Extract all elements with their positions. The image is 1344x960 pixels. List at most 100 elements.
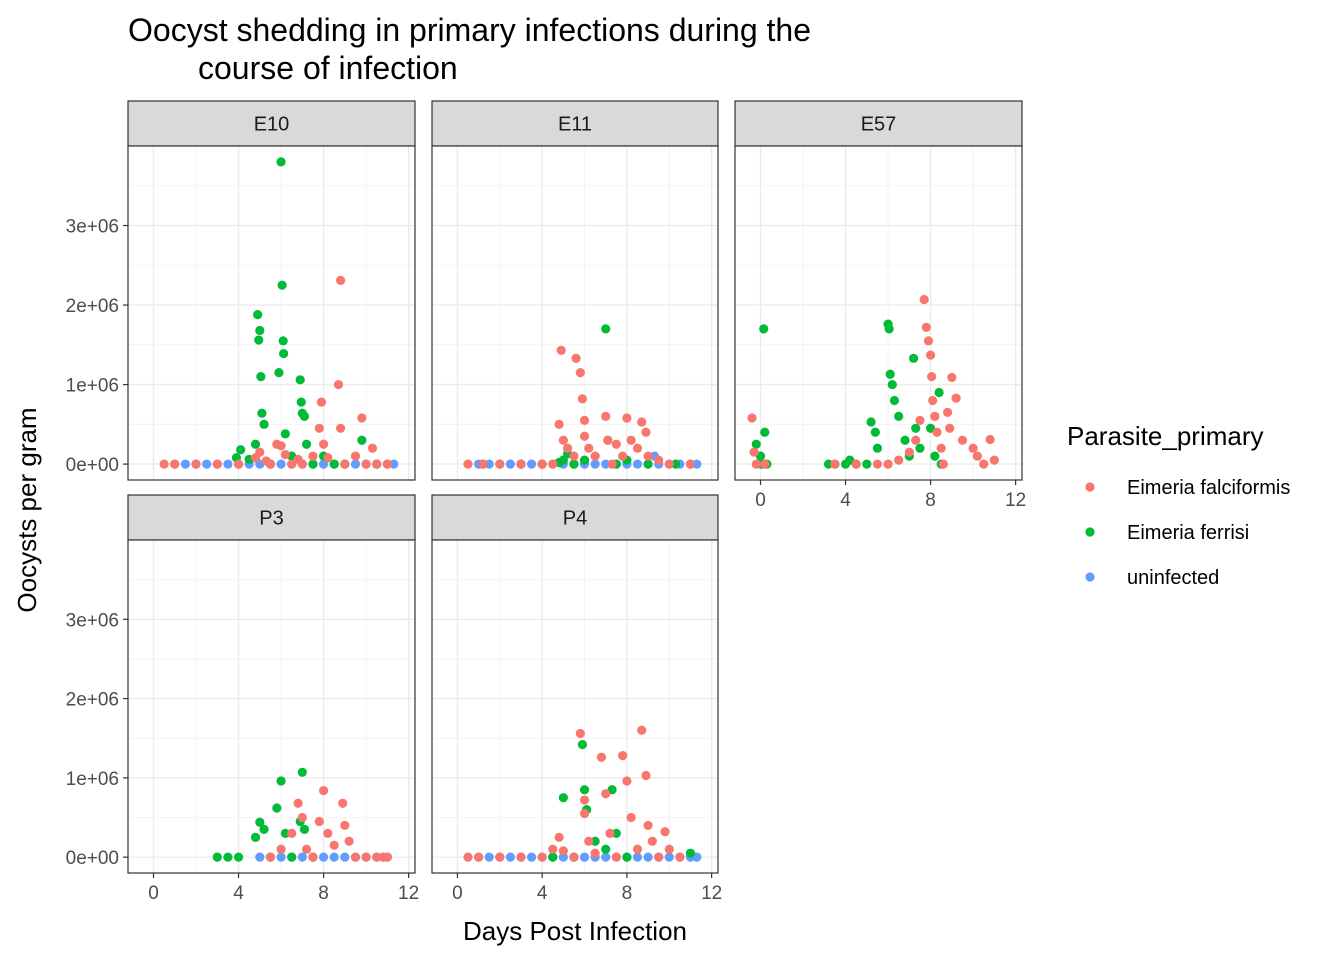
data-point-eimeria-ferrisi: [548, 852, 558, 862]
facet-strip-label: E10: [254, 114, 290, 136]
data-point-eimeria-ferrisi: [299, 824, 310, 834]
data-point-eimeria-ferrisi: [296, 397, 306, 407]
data-point-eimeria-ferrisi: [622, 852, 632, 862]
data-point-eimeria-falciformis: [554, 832, 564, 842]
data-point-eimeria-ferrisi: [558, 793, 568, 803]
x-tick-label: 4: [233, 883, 244, 904]
gridlines: [735, 146, 1022, 480]
data-point-uninfected: [632, 852, 643, 862]
data-point-eimeria-falciformis: [637, 725, 647, 735]
data-point-eimeria-falciformis: [382, 852, 392, 862]
y-tick-label: 3e+06: [66, 610, 119, 631]
data-point-eimeria-falciformis: [979, 459, 989, 469]
legend-label: uninfected: [1127, 567, 1219, 589]
data-point-eimeria-falciformis: [747, 413, 757, 423]
data-point-uninfected: [484, 852, 494, 862]
y-tick-label: 0e+00: [66, 455, 119, 476]
data-point-eimeria-falciformis: [760, 459, 770, 469]
x-tick-label: 8: [925, 490, 936, 511]
data-point-uninfected: [558, 852, 568, 862]
data-point-eimeria-falciformis: [463, 459, 473, 469]
data-point-eimeria-ferrisi: [274, 368, 284, 378]
data-point-eimeria-ferrisi: [256, 372, 266, 382]
data-point-eimeria-falciformis: [335, 423, 346, 433]
data-point-eimeria-falciformis: [904, 447, 914, 457]
data-point-eimeria-falciformis: [276, 844, 286, 854]
data-point-eimeria-falciformis: [333, 379, 344, 390]
data-point-eimeria-falciformis: [571, 353, 581, 363]
data-point-eimeria-ferrisi: [894, 411, 904, 421]
data-point-eimeria-ferrisi: [601, 324, 611, 334]
legend-title: Parasite_primary: [1067, 421, 1264, 451]
facet-panel-e11: E11: [431, 100, 719, 481]
data-point-eimeria-ferrisi: [889, 395, 900, 406]
data-point-eimeria-falciformis: [474, 852, 484, 862]
data-point-eimeria-ferrisi: [255, 817, 265, 827]
data-point-eimeria-falciformis: [318, 439, 329, 449]
data-point-eimeria-falciformis: [590, 848, 600, 858]
data-point-eimeria-falciformis: [641, 770, 651, 781]
data-point-eimeria-falciformis: [601, 789, 611, 799]
data-point-eimeria-ferrisi: [297, 767, 307, 777]
data-point-eimeria-falciformis: [632, 443, 643, 453]
data-point-eimeria-falciformis: [938, 459, 948, 469]
data-point-eimeria-falciformis: [293, 798, 303, 808]
data-point-eimeria-falciformis: [603, 435, 613, 445]
data-point-eimeria-falciformis: [641, 427, 651, 437]
data-point-eimeria-ferrisi: [236, 445, 246, 455]
data-point-eimeria-falciformis: [276, 441, 286, 451]
data-point-eimeria-falciformis: [664, 459, 674, 469]
data-point-eimeria-falciformis: [554, 419, 564, 429]
data-point-eimeria-falciformis: [350, 852, 361, 862]
data-point-eimeria-falciformis: [579, 431, 590, 441]
data-point-eimeria-ferrisi: [590, 836, 600, 846]
data-point-eimeria-ferrisi: [685, 848, 696, 858]
data-points: [463, 324, 702, 469]
data-point-uninfected: [389, 459, 399, 469]
data-point-eimeria-falciformis: [605, 828, 615, 838]
data-point-eimeria-ferrisi: [250, 832, 261, 842]
y-tick-label: 3e+06: [66, 217, 119, 238]
data-point-eimeria-falciformis: [361, 459, 371, 469]
data-point-eimeria-ferrisi: [759, 324, 769, 334]
data-point-eimeria-falciformis: [611, 439, 621, 449]
data-point-eimeria-falciformis: [972, 451, 982, 461]
data-point-eimeria-falciformis: [495, 459, 505, 469]
data-point-uninfected: [590, 459, 600, 469]
data-point-eimeria-falciformis: [643, 451, 653, 461]
data-point-eimeria-ferrisi: [930, 451, 940, 461]
data-points: [747, 294, 999, 469]
chart-title-line-1: Oocyst shedding in primary infections du…: [128, 12, 811, 48]
data-point-eimeria-ferrisi: [301, 439, 312, 449]
data-point-eimeria-ferrisi: [601, 844, 611, 854]
data-point-eimeria-ferrisi: [272, 803, 282, 813]
y-tick-label: 1e+06: [66, 376, 119, 397]
data-point-eimeria-falciformis: [463, 852, 473, 862]
data-point-eimeria-falciformis: [749, 447, 759, 457]
data-point-eimeria-ferrisi: [250, 439, 261, 449]
data-point-eimeria-ferrisi: [223, 852, 233, 862]
facet-panel-e57: E57 0 4 8 12: [734, 100, 1026, 511]
data-point-eimeria-falciformis: [579, 795, 590, 805]
data-point-eimeria-falciformis: [626, 435, 636, 445]
data-point-eimeria-falciformis: [751, 459, 761, 469]
data-point-eimeria-falciformis: [575, 728, 585, 739]
facet-panel-e10: E10 0e+00 1e+06 2e+06 3e+06: [66, 100, 416, 481]
gridlines: [128, 146, 415, 480]
data-point-eimeria-ferrisi: [915, 443, 925, 453]
data-point-eimeria-falciformis: [596, 752, 607, 762]
data-point-eimeria-ferrisi: [253, 309, 263, 320]
data-point-eimeria-falciformis: [611, 852, 621, 862]
data-point-eimeria-falciformis: [297, 459, 307, 469]
data-point-eimeria-ferrisi: [254, 335, 264, 345]
data-point-eimeria-falciformis: [382, 459, 392, 469]
data-point-eimeria-falciformis: [556, 345, 566, 355]
data-point-eimeria-falciformis: [968, 443, 978, 453]
data-point-eimeria-falciformis: [338, 798, 348, 808]
data-point-eimeria-falciformis: [584, 443, 594, 453]
legend-entry-eimeria-falciformis: Eimeria falciformis: [1085, 477, 1290, 499]
data-point-eimeria-falciformis: [930, 411, 940, 421]
data-point-eimeria-ferrisi: [295, 375, 305, 385]
data-point-eimeria-falciformis: [872, 459, 883, 469]
